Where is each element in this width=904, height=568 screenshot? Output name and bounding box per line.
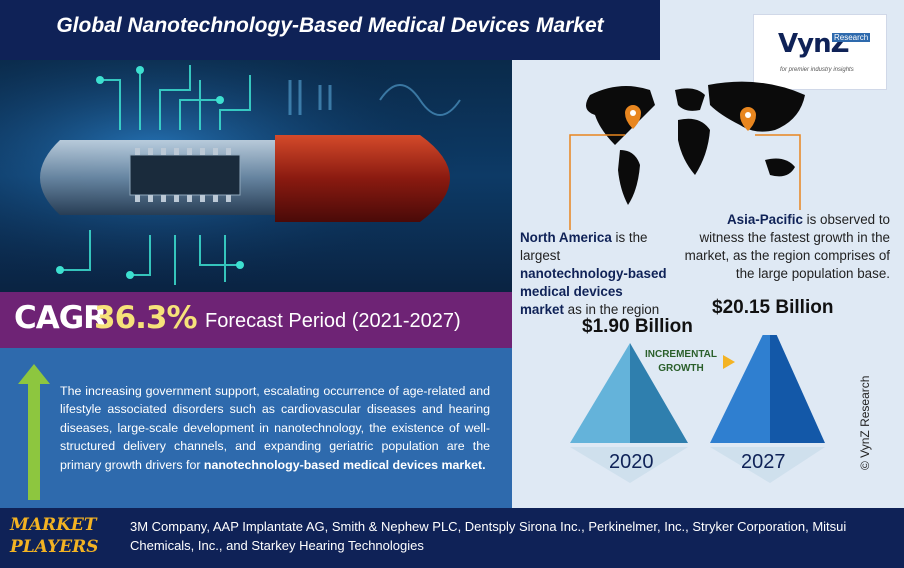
title-bar: Global Nanotechnology-Based Medical Devi… xyxy=(0,0,660,60)
north-america-name: North America xyxy=(520,230,612,245)
nanocapsule-illustration xyxy=(0,60,512,292)
copyright-notice: © VynZ Research xyxy=(858,375,872,470)
incremental-line1: INCREMENTAL xyxy=(644,349,718,360)
drivers-panel xyxy=(0,348,512,508)
logo-sub: Research xyxy=(832,33,871,42)
forecast-period: Forecast Period (2021-2027) xyxy=(205,310,461,332)
incremental-growth-label: INCREMENTAL GROWTH xyxy=(640,348,722,376)
cone-2027-left xyxy=(710,335,770,443)
cone-2020-left xyxy=(570,343,630,443)
players-label-line1: MARKET xyxy=(10,515,97,535)
page-title: Global Nanotechnology-Based Medical Devi… xyxy=(56,14,604,37)
cagr-band xyxy=(0,292,512,348)
vynz-logo: VynZ Research for premier industry insig… xyxy=(753,14,887,90)
cone-2020-right xyxy=(630,343,688,443)
north-america-text-2: as in the region xyxy=(563,302,660,317)
logo-tagline: for premier industry insights xyxy=(780,67,854,73)
players-label-line2: PLAYERS xyxy=(10,537,99,557)
value-2020: $1.90 Billion xyxy=(582,316,693,337)
asia-pacific-text: Asia-Pacific is observed to witness the … xyxy=(684,211,890,283)
incremental-arrow-icon xyxy=(723,355,735,369)
market-players-bar xyxy=(0,508,904,568)
cone-2027-right xyxy=(770,335,825,443)
cagr-value: 36.3% xyxy=(94,300,198,336)
world-map-icon xyxy=(586,81,805,205)
market-growth-graphic xyxy=(570,335,825,483)
drivers-body: The increasing government support, escal… xyxy=(60,384,490,472)
north-america-bold: nanotechnology-based medical devices mar… xyxy=(520,266,667,317)
drivers-text: The increasing government support, escal… xyxy=(60,382,490,474)
asia-pacific-text-1: is observed to witness the fastest growt… xyxy=(684,212,890,281)
cagr-label: CAGR xyxy=(14,300,107,336)
map-callout-lines xyxy=(569,134,801,230)
year-2027: 2027 xyxy=(741,451,786,473)
market-players-list: 3M Company, AAP Implantate AG, Smith & N… xyxy=(130,519,847,553)
drivers-bold: nanotechnology-based medical devices mar… xyxy=(203,457,486,472)
incremental-line2: GROWTH xyxy=(658,363,704,374)
north-america-text-1: is the largest xyxy=(520,230,648,263)
growth-arrow-icon xyxy=(18,364,50,500)
value-2027: $20.15 Billion xyxy=(712,297,834,318)
year-2020: 2020 xyxy=(609,451,654,473)
asia-pacific-name: Asia-Pacific xyxy=(726,212,803,227)
market-players-label: MARKET PLAYERS xyxy=(10,514,120,558)
north-america-text: North America is the largest nanotechnol… xyxy=(520,229,670,319)
hero-image xyxy=(0,60,512,292)
